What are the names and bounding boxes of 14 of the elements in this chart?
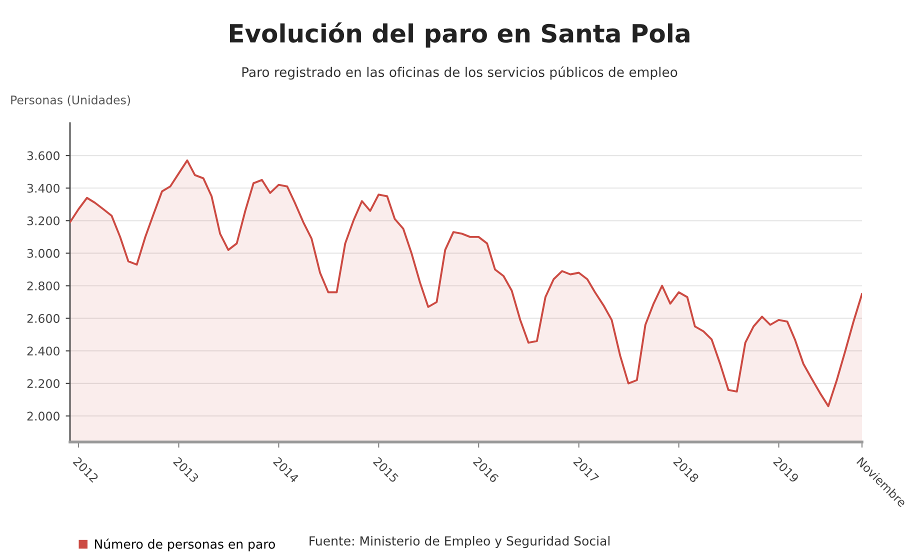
y-tick-label: 2.200 <box>27 379 60 388</box>
source-note: Fuente: Ministerio de Empleo y Seguridad Social <box>310 536 610 548</box>
y-axis-title: Personas (Unidades) <box>11 95 130 106</box>
legend-label: Número de personas en paro <box>94 538 275 552</box>
chart-subtitle: Paro registrado en las oficinas de los servicios públicos de empleo <box>242 66 678 80</box>
y-tick-label: 2.800 <box>27 281 60 290</box>
chart-title: Evolución del paro en Santa Pola <box>230 22 690 48</box>
y-tick-label: 3.200 <box>27 216 60 226</box>
y-tick-label: 3.600 <box>27 151 60 160</box>
y-tick-label: 2.000 <box>27 412 60 421</box>
y-tick-label: 3.000 <box>27 248 60 258</box>
y-tick-label: 2.600 <box>27 314 60 323</box>
y-tick-label: 2.400 <box>27 346 60 356</box>
y-tick-label: 3.400 <box>27 184 60 193</box>
